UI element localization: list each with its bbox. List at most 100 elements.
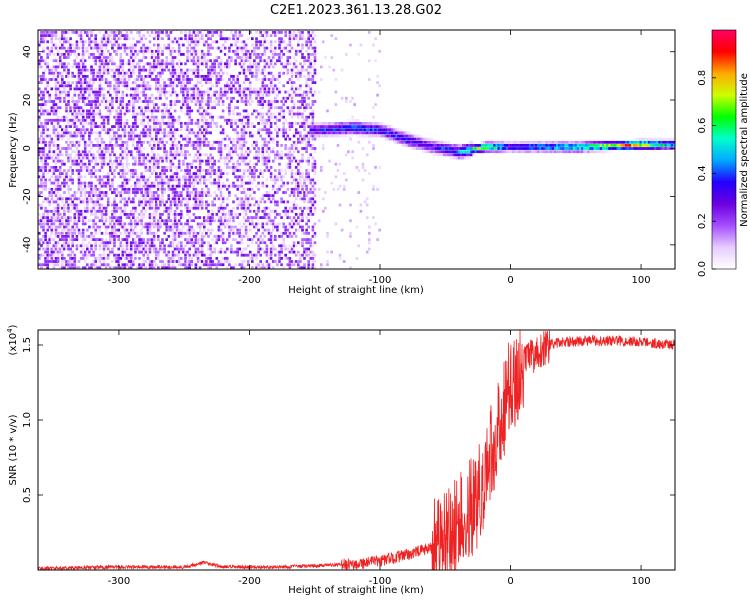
heatmap-cell	[102, 162, 106, 166]
heatmap-cell	[67, 122, 70, 125]
heatmap-cell	[165, 175, 168, 179]
heatmap-cell	[148, 216, 152, 219]
heatmap-cell	[119, 197, 123, 201]
heatmap-cell	[42, 49, 45, 53]
heatmap-cell	[63, 228, 66, 232]
heatmap-cell	[113, 191, 116, 194]
heatmap-cell	[269, 34, 273, 37]
heatmap-cell	[236, 78, 239, 81]
heatmap-cell	[150, 206, 154, 210]
heatmap-cell	[79, 250, 83, 254]
heatmap-cell	[167, 197, 171, 201]
heatmap-cell	[132, 200, 135, 204]
heatmap-cell	[228, 260, 231, 263]
heatmap-cell	[173, 222, 177, 226]
heatmap-cell	[75, 103, 79, 106]
heatmap-cell	[203, 260, 206, 263]
heatmap-cell	[115, 206, 118, 210]
heatmap-cell	[113, 144, 116, 147]
heatmap-cell	[294, 122, 298, 125]
heatmap-cell	[86, 34, 89, 37]
heatmap-cell	[171, 260, 175, 263]
heatmap-cell	[271, 100, 275, 103]
heatmap-cell	[294, 244, 298, 248]
heatmap-cell	[138, 181, 141, 185]
heatmap-cell	[288, 150, 292, 154]
heatmap-cell	[200, 244, 204, 248]
heatmap-cell	[180, 244, 183, 248]
heatmap-cell	[136, 266, 139, 269]
heatmap-cell	[180, 90, 183, 94]
heatmap-cell	[248, 222, 252, 226]
heatmap-cell	[98, 153, 102, 157]
heatmap-cell	[292, 194, 296, 197]
heatmap-cell	[186, 191, 189, 194]
heatmap-cell	[161, 131, 164, 135]
heatmap-cell	[246, 125, 250, 128]
heatmap-cell	[180, 37, 183, 41]
heatmap-cell	[79, 68, 83, 72]
heatmap-cell	[88, 235, 91, 238]
heatmap-cell	[223, 62, 227, 66]
heatmap-cell	[148, 219, 152, 223]
heatmap-cell	[207, 263, 210, 267]
heatmap-cell	[165, 59, 168, 63]
heatmap-cell	[184, 100, 187, 103]
heatmap-cell	[58, 225, 62, 229]
heatmap-cell	[75, 31, 79, 34]
heatmap-cell	[246, 216, 250, 219]
heatmap-cell	[125, 181, 129, 185]
heatmap-cell	[280, 37, 283, 41]
heatmap-cell	[223, 87, 227, 91]
heatmap-cell	[119, 96, 123, 100]
heatmap-cell	[88, 225, 91, 229]
heatmap-cell	[186, 184, 189, 188]
heatmap-cell	[38, 238, 41, 241]
heatmap-cell	[219, 37, 223, 41]
heatmap-cell	[86, 112, 89, 116]
heatmap-cell	[246, 49, 250, 53]
heatmap-cell	[132, 187, 135, 191]
heatmap-cell	[67, 53, 70, 56]
heatmap-cell	[238, 241, 242, 245]
heatmap-cell	[159, 62, 162, 66]
heatmap-cell	[232, 228, 235, 232]
heatmap-cell	[115, 144, 118, 147]
heatmap-cell	[132, 122, 135, 125]
heatmap-cell	[77, 128, 81, 132]
heatmap-cell	[56, 125, 60, 128]
heatmap-cell	[109, 31, 112, 34]
heatmap-cell	[188, 115, 191, 119]
heatmap-cell	[38, 118, 41, 122]
heatmap-cell	[42, 90, 45, 94]
heatmap-cell	[248, 150, 252, 154]
heatmap-cell	[132, 125, 135, 128]
heatmap-cell	[134, 191, 137, 194]
heatmap-cell	[290, 122, 294, 125]
heatmap-cell	[159, 37, 162, 41]
heatmap-cell	[186, 263, 189, 267]
heatmap-cell	[150, 71, 154, 75]
heatmap-cell	[117, 65, 120, 69]
heatmap-cell	[173, 231, 177, 235]
heatmap-cell	[209, 169, 212, 172]
heatmap-cell	[280, 100, 283, 103]
heatmap-cell	[140, 46, 143, 50]
heatmap-cell	[142, 241, 145, 245]
heatmap-cell	[290, 263, 294, 267]
heatmap-cell	[144, 266, 148, 269]
heatmap-cell	[175, 78, 179, 81]
heatmap-cell	[263, 87, 267, 91]
heatmap-cell	[48, 238, 51, 241]
heatmap-cell	[142, 78, 145, 81]
heatmap-cell	[61, 62, 64, 66]
heatmap-cell	[175, 144, 179, 147]
heatmap-cell	[148, 187, 152, 191]
heatmap-cell	[98, 71, 102, 75]
heatmap-cell	[42, 253, 45, 257]
heatmap-cell	[125, 62, 129, 66]
heatmap-cell	[198, 225, 202, 229]
heatmap-cell	[127, 187, 131, 191]
heatmap-cell	[69, 109, 72, 113]
heatmap-cell	[104, 231, 108, 235]
